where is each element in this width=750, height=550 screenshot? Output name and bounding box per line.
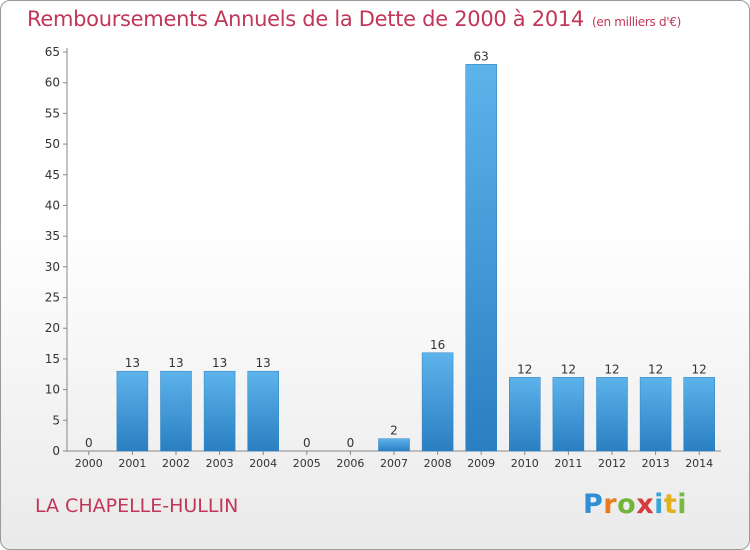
y-tick-label: 50 [45,137,60,151]
bar [116,370,149,452]
x-tick-label: 2011 [554,457,582,470]
commune-name: LA CHAPELLE-HULLIN [35,495,239,517]
data-label: 0 [347,436,355,450]
bar [465,64,497,452]
data-label: 0 [85,436,93,450]
data-label: 16 [430,338,445,352]
x-tick-label: 2007 [380,457,408,470]
y-tick-label: 15 [45,352,60,366]
bar [596,377,628,452]
title-unit: (en milliers d'€) [592,15,682,29]
x-tick-label: 2001 [118,457,146,470]
logo-letter: o [617,489,637,520]
chart-title: Remboursements Annuels de la Dette de 20… [27,7,681,31]
y-tick-label: 0 [52,444,60,458]
x-tick-label: 2009 [467,457,495,470]
x-tick-label: 2008 [424,457,452,470]
y-tick-label: 45 [45,168,60,182]
bar [378,438,410,452]
data-label: 12 [561,362,576,376]
x-tick-label: 2000 [75,457,103,470]
data-label: 13 [125,356,140,370]
y-tick-label: 25 [45,291,60,305]
x-tick-label: 2002 [162,457,190,470]
y-tick-label: 35 [45,229,60,243]
y-tick-label: 60 [45,76,60,90]
bar [509,377,541,452]
data-label: 12 [517,362,532,376]
data-label: 12 [692,362,707,376]
data-label: 0 [303,436,311,450]
y-tick-label: 5 [52,413,60,427]
title-text: Remboursements Annuels de la Dette de 20… [27,7,584,31]
bar [160,370,192,452]
x-tick-label: 2010 [511,457,539,470]
y-tick-label: 40 [45,198,60,212]
logo-letter: i [677,489,688,520]
data-label: 13 [256,356,271,370]
x-tick-label: 2014 [685,457,713,470]
bar [421,352,454,452]
x-tick-label: 2006 [336,457,364,470]
logo-letter: r [603,489,618,520]
data-label: 63 [474,49,489,63]
bar [552,377,585,452]
data-label: 12 [604,362,619,376]
x-tick-label: 2012 [598,457,626,470]
y-tick-label: 65 [45,45,60,59]
x-tick-label: 2005 [293,457,321,470]
bar [247,370,279,452]
logo-letter: t [663,489,678,520]
y-tick-label: 55 [45,106,60,120]
bar [203,370,236,452]
data-label: 13 [212,356,227,370]
logo-letter: i [654,489,664,520]
bar [639,377,672,452]
data-label: 2 [390,424,398,438]
logo-letter: x [636,489,655,520]
logo-letter: P [583,489,604,520]
y-tick-label: 20 [45,321,60,335]
y-tick-label: 10 [45,383,60,397]
x-tick-label: 2013 [642,457,670,470]
y-tick-label: 30 [45,260,60,274]
x-tick-label: 2003 [206,457,234,470]
proxiti-logo: Proxiti [583,489,687,520]
x-tick-label: 2004 [249,457,277,470]
data-label: 13 [168,356,183,370]
bar [683,377,715,452]
data-label: 12 [648,362,663,376]
